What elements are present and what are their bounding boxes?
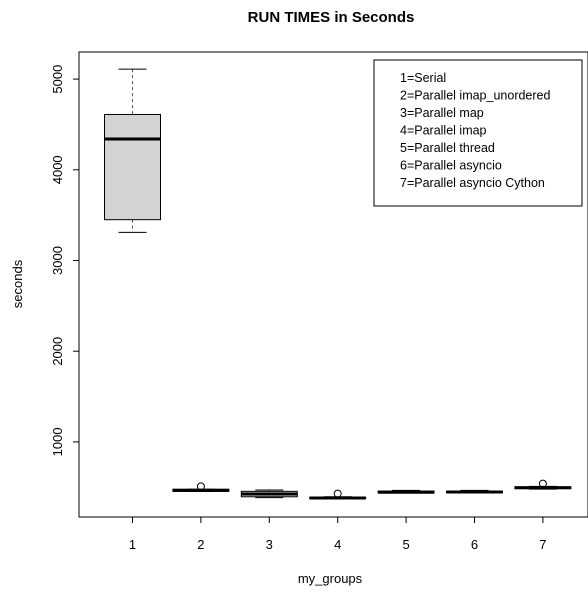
y-axis: 1000 2000 3000 4000 5000 (50, 65, 80, 456)
box-group (104, 68, 572, 500)
chart-title: RUN TIMES in Seconds (248, 9, 415, 26)
box-4 (309, 489, 367, 500)
x-tick-label: 4 (334, 537, 341, 552)
x-axis-label: my_groups (298, 571, 363, 586)
box-5 (377, 489, 435, 494)
y-axis-label: seconds (10, 259, 25, 308)
y-tick-label: 4000 (50, 155, 65, 184)
box-6 (446, 489, 503, 494)
box-7 (514, 479, 572, 490)
box-body (104, 113, 161, 221)
legend-entry: 2=Parallel imap_unordered (400, 89, 550, 103)
legend-entry: 3=Parallel map (400, 106, 484, 120)
x-tick-label: 3 (266, 537, 273, 552)
x-tick-label: 1 (129, 537, 136, 552)
box-2 (172, 482, 230, 492)
x-tick-label: 5 (402, 537, 409, 552)
x-tick-label: 7 (539, 537, 546, 552)
y-tick-label: 1000 (50, 427, 65, 456)
legend: 1=Serial 2=Parallel imap_unordered 3=Paral… (373, 59, 583, 207)
legend-entry: 6=Parallel asyncio (400, 159, 502, 173)
outlier-point (333, 489, 342, 498)
outlier-point (538, 479, 547, 488)
x-tick-label: 2 (197, 537, 204, 552)
legend-entry: 1=Serial (400, 71, 446, 85)
legend-entry: 7=Parallel asyncio Cython (400, 176, 545, 190)
y-tick-label: 2000 (50, 337, 65, 366)
outlier-point (196, 482, 205, 491)
box-3 (240, 489, 298, 499)
legend-entry: 4=Parallel imap (400, 124, 487, 138)
legend-entry: 5=Parallel thread (400, 141, 495, 155)
x-axis: 1 2 3 4 5 6 7 (129, 516, 547, 552)
legend-box (373, 59, 583, 207)
y-tick-label: 5000 (50, 65, 65, 94)
y-tick-label: 3000 (50, 246, 65, 275)
box-1 (104, 68, 161, 233)
x-tick-label: 6 (471, 537, 478, 552)
